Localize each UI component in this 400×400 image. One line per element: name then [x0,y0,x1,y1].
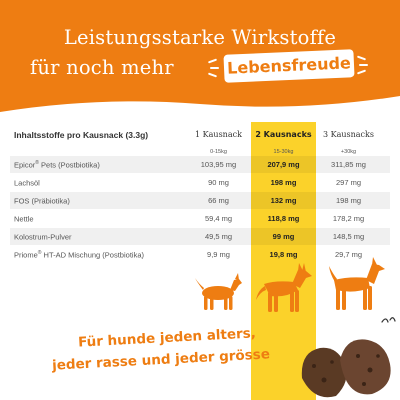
column-weight-3: +30kg [340,149,357,155]
column-header-3: 3 Kausnacks [323,130,374,139]
headline-line1: Leistungsstarke Wirkstoffe [63,26,337,49]
tagline-line2: jeder rasse und jeder grösse [51,346,271,374]
value-cell: 103,95 mg [200,160,237,169]
ingredient-name: Priome® HT-AD Mischung (Postbiotika) [14,250,144,260]
ingredient-name: FOS (Präbiotika) [14,196,70,206]
ingredient-name: Lachsöl [14,178,40,188]
value-cell: 19,8 mg [269,250,298,259]
value-cell: 90 mg [208,178,229,187]
column-header-1: 1 Kausnack [195,130,242,139]
column-weight-1: 0-15kg [210,149,227,155]
header-banner [0,0,400,118]
value-cell: 66 mg [208,196,229,205]
value-cell: 198 mg [270,178,297,187]
table-row: Lachsöl 90 mg 198 mg 297 mg [10,174,390,191]
value-cell: 178,2 mg [332,214,365,223]
headline-emphasis: Lebensfreude [223,49,355,83]
value-cell: 207,9 mg [267,160,300,169]
table-title: Inhaltsstoffe pro Kausnack (3.3g) [14,130,149,140]
tagline-line1: Für hunde jeden alters, [77,325,257,351]
highlight-column [251,122,316,400]
value-cell: 49,5 mg [204,232,233,241]
value-cell: 9,9 mg [207,250,230,259]
medium-dog-icon [256,263,312,312]
ingredient-name: Nettle [14,214,34,224]
value-cell: 29,7 mg [334,250,363,259]
value-cell: 311,85 mg [331,160,366,169]
large-dog-icon [329,257,385,310]
table-row: Kolostrum-Pulver 49,5 mg 99 mg 148,5 mg [10,228,390,245]
value-cell: 132 mg [270,196,297,205]
treat-icon [301,317,396,398]
headline-line2: für noch mehr [30,56,174,79]
small-dog-icon [195,273,242,310]
value-cell: 148,5 mg [332,232,365,241]
column-weight-2: 15-30kg [273,149,294,155]
value-cell: 198 mg [335,196,362,205]
table-row: Priome® HT-AD Mischung (Postbiotika) 9,9… [10,246,390,263]
accent-dash [359,64,368,66]
ingredient-name: Epicor® Pets (Postbiotika) [14,160,100,170]
value-cell: 118,8 mg [267,214,300,223]
value-cell: 99 mg [272,232,295,241]
table-row: FOS (Präbiotika) 66 mg 132 mg 198 mg [10,192,390,209]
ingredient-name: Kolostrum-Pulver [14,232,72,242]
table-row: Nettle 59,4 mg 118,8 mg 178,2 mg [10,210,390,227]
table-row: Epicor® Pets (Postbiotika) 103,95 mg 207… [10,156,390,173]
accent-dash [210,67,219,69]
value-cell: 59,4 mg [204,214,233,223]
column-header-2: 2 Kausnacks [255,130,312,139]
value-cell: 297 mg [335,178,362,187]
